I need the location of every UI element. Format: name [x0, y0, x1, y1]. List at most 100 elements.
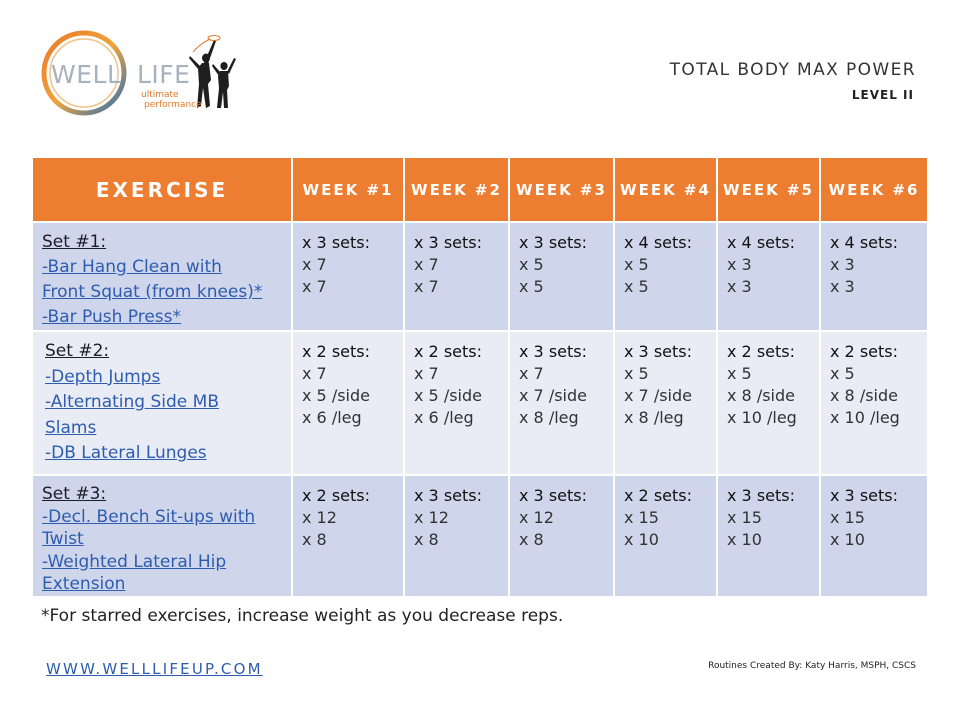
routine-title: TOTAL BODY MAX POWER — [669, 60, 916, 80]
table-header-row: EXERCISE WEEK #1 WEEK #2 WEEK #3 WEEK #4… — [31, 156, 929, 223]
logo-tagline-ultimate: ultimate — [141, 90, 179, 100]
athletes-silhouette-icon — [189, 40, 236, 108]
rep-count: x 8 /side — [830, 386, 898, 405]
exercise-cell-set-3: Set #3: -Decl. Bench Sit-ups with Twist … — [31, 474, 293, 598]
sets-count: x 2 sets: — [302, 486, 370, 505]
rep-count: x 8 — [519, 530, 544, 549]
exercise-link-depth-jumps[interactable]: -Depth Jumps — [45, 366, 161, 387]
table-row-set-1: Set #1: -Bar Hang Clean with Front Squat… — [31, 221, 929, 332]
exercise-link-bar-hang-clean[interactable]: -Bar Hang Clean with — [42, 257, 222, 277]
week-1-cell: x 2 sets: x 7 x 5 /side x 6 /leg — [291, 330, 405, 476]
week-2-cell: x 3 sets: x 7 x 7 — [403, 221, 510, 332]
sets-count: x 3 sets: — [830, 486, 898, 505]
exercise-link-mb-slams[interactable]: Slams — [45, 417, 97, 438]
rep-count: x 12 — [302, 508, 337, 527]
rep-count: x 8 — [414, 530, 439, 549]
week-4-cell: x 4 sets: x 5 x 5 — [613, 221, 718, 332]
exercise-link-bar-push-press[interactable]: -Bar Push Press* — [42, 307, 182, 327]
rep-count: x 5 — [624, 364, 649, 383]
week-5-cell: x 2 sets: x 5 x 8 /side x 10 /leg — [716, 330, 821, 476]
column-header-exercise: EXERCISE — [31, 156, 293, 223]
exercise-link-alternating-side-mb[interactable]: -Alternating Side MB — [45, 392, 219, 412]
rep-count: x 7 /side — [624, 386, 692, 405]
rep-count: x 10 /leg — [727, 408, 797, 427]
workout-table: EXERCISE WEEK #1 WEEK #2 WEEK #3 WEEK #4… — [31, 156, 929, 598]
rep-count: x 8 — [302, 530, 327, 549]
sets-count: x 2 sets: — [302, 342, 370, 361]
sets-count: x 4 sets: — [727, 233, 795, 252]
rep-count: x 7 — [302, 277, 327, 296]
exercise-link-extension[interactable]: Extension — [42, 574, 126, 594]
welllife-logo: WELL LIFE ultimate performance — [38, 28, 238, 124]
rep-count: x 5 — [624, 277, 649, 296]
logo-ring-graphic — [41, 30, 236, 116]
rep-count: x 5 — [830, 364, 855, 383]
logo-word-well: WELL — [51, 60, 122, 89]
website-link[interactable]: WWW.WELLLIFEUP.COM — [46, 660, 263, 678]
exercise-link-weighted-lateral-hip[interactable]: -Weighted Lateral Hip — [42, 551, 227, 572]
rep-count: x 3 — [830, 255, 855, 274]
sets-count: x 3 sets: — [727, 486, 795, 505]
rep-count: x 6 /leg — [414, 408, 474, 427]
week-6-cell: x 3 sets: x 15 x 10 — [819, 474, 929, 598]
exercise-cell-set-2: Set #2: -Depth Jumps -Alternating Side M… — [31, 330, 293, 476]
week-4-cell: x 2 sets: x 15 x 10 — [613, 474, 718, 598]
column-header-week-3: WEEK #3 — [508, 156, 615, 223]
column-header-week-4: WEEK #4 — [613, 156, 718, 223]
routine-level: LEVEL II — [851, 88, 914, 102]
week-6-cell: x 4 sets: x 3 x 3 — [819, 221, 929, 332]
sets-count: x 3 sets: — [624, 342, 692, 361]
rep-count: x 8 /leg — [519, 408, 579, 427]
logo-tagline-performance: performance — [144, 100, 202, 110]
rep-count: x 12 — [519, 508, 554, 527]
rep-count: x 6 /leg — [302, 408, 362, 427]
week-2-cell: x 2 sets: x 7 x 5 /side x 6 /leg — [403, 330, 510, 476]
set-3-title: Set #3: — [42, 484, 107, 504]
rep-count: x 3 — [727, 277, 752, 296]
sets-count: x 2 sets: — [624, 486, 692, 505]
week-4-cell: x 3 sets: x 5 x 7 /side x 8 /leg — [613, 330, 718, 476]
exercise-cell-set-1: Set #1: -Bar Hang Clean with Front Squat… — [31, 221, 293, 332]
rep-count: x 8 /leg — [624, 408, 684, 427]
sets-count: x 3 sets: — [519, 342, 587, 361]
rep-count: x 10 /leg — [830, 408, 900, 427]
sets-count: x 2 sets: — [830, 342, 898, 361]
sets-count: x 3 sets: — [519, 233, 587, 252]
logo-word-life: LIFE — [137, 60, 191, 89]
set-2-title: Set #2: — [45, 341, 110, 361]
rep-count: x 5 — [624, 255, 649, 274]
week-6-cell: x 2 sets: x 5 x 8 /side x 10 /leg — [819, 330, 929, 476]
rep-count: x 10 — [830, 530, 865, 549]
rep-count: x 7 — [302, 364, 327, 383]
table-row-set-2: Set #2: -Depth Jumps -Alternating Side M… — [31, 330, 929, 476]
column-header-week-1: WEEK #1 — [291, 156, 405, 223]
exercise-link-twist[interactable]: Twist — [42, 529, 84, 549]
rep-count: x 5 — [519, 255, 544, 274]
sets-count: x 3 sets: — [414, 233, 482, 252]
week-1-cell: x 3 sets: x 7 x 7 — [291, 221, 405, 332]
rep-count: x 3 — [830, 277, 855, 296]
column-header-week-5: WEEK #5 — [716, 156, 821, 223]
week-3-cell: x 3 sets: x 7 x 7 /side x 8 /leg — [508, 330, 615, 476]
rep-count: x 5 — [727, 364, 752, 383]
rep-count: x 5 /side — [414, 386, 482, 405]
rep-count: x 10 — [727, 530, 762, 549]
exercise-link-front-squat[interactable]: Front Squat (from knees)* — [42, 282, 263, 302]
rep-count: x 12 — [414, 508, 449, 527]
exercise-link-db-lateral-lunges[interactable]: -DB Lateral Lunges — [45, 443, 207, 463]
week-1-cell: x 2 sets: x 12 x 8 — [291, 474, 405, 598]
exercise-link-decl-bench-situps[interactable]: -Decl. Bench Sit-ups with — [42, 506, 256, 527]
set-1-title: Set #1: — [42, 232, 107, 252]
sets-count: x 4 sets: — [624, 233, 692, 252]
rep-count: x 7 — [414, 277, 439, 296]
rep-count: x 15 — [727, 508, 762, 527]
week-2-cell: x 3 sets: x 12 x 8 — [403, 474, 510, 598]
rep-count: x 8 /side — [727, 386, 795, 405]
starred-exercises-note: *For starred exercises, increase weight … — [41, 606, 564, 626]
rep-count: x 7 /side — [519, 386, 587, 405]
rep-count: x 7 — [414, 255, 439, 274]
rep-count: x 3 — [727, 255, 752, 274]
sets-count: x 3 sets: — [519, 486, 587, 505]
rep-count: x 5 /side — [302, 386, 370, 405]
rep-count: x 7 — [302, 255, 327, 274]
